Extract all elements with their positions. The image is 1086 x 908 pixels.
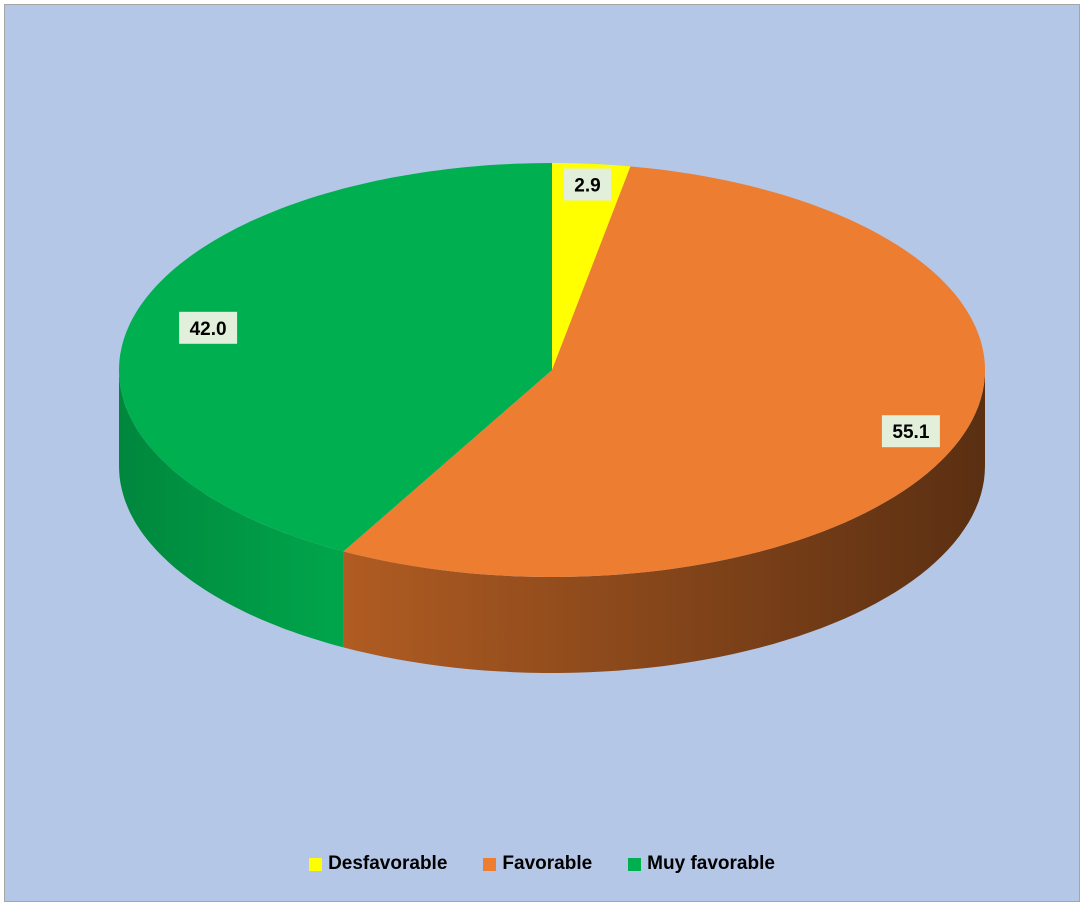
- data-label-box-favorable: [881, 415, 940, 448]
- legend-item-desfavorable: Desfavorable: [309, 853, 447, 875]
- data-label-text-favorable: 55.1: [892, 422, 929, 443]
- data-label-text-muy-favorable: 42.0: [190, 319, 227, 340]
- pie-slice-muy-favorable: [119, 163, 552, 552]
- data-label-muy-favorable: 42.0: [179, 311, 238, 344]
- data-label-box-desfavorable: [564, 168, 611, 201]
- data-label-desfavorable: 2.9: [564, 168, 611, 201]
- legend-label-muy-favorable: Muy favorable: [647, 853, 775, 874]
- legend-label-desfavorable: Desfavorable: [328, 853, 448, 874]
- legend-label-favorable: Favorable: [502, 853, 593, 874]
- legend-item-muy-favorable: Muy favorable: [628, 853, 775, 875]
- data-label-favorable: 55.1: [881, 415, 940, 448]
- pie-side-favorable: [343, 370, 985, 673]
- pie-chart: 2.9 55.1 42.0: [119, 163, 985, 673]
- legend-swatch-desfavorable: [309, 857, 323, 871]
- data-label-text-desfavorable: 2.9: [574, 176, 600, 197]
- pie-slice-favorable: [343, 166, 985, 577]
- data-label-box-muy-favorable: [179, 311, 238, 344]
- chart-area: 2.9 55.1 42.0 Desfavorable Favorable Muy f…: [4, 4, 1080, 902]
- pie-slice-desfavorable: [552, 163, 631, 370]
- legend-swatch-muy-favorable: [628, 857, 642, 871]
- pie-side-muy-favorable: [119, 370, 344, 648]
- legend-item-favorable: Favorable: [483, 853, 592, 875]
- legend: Desfavorable Favorable Muy favorable: [5, 853, 1079, 875]
- legend-swatch-favorable: [483, 857, 497, 871]
